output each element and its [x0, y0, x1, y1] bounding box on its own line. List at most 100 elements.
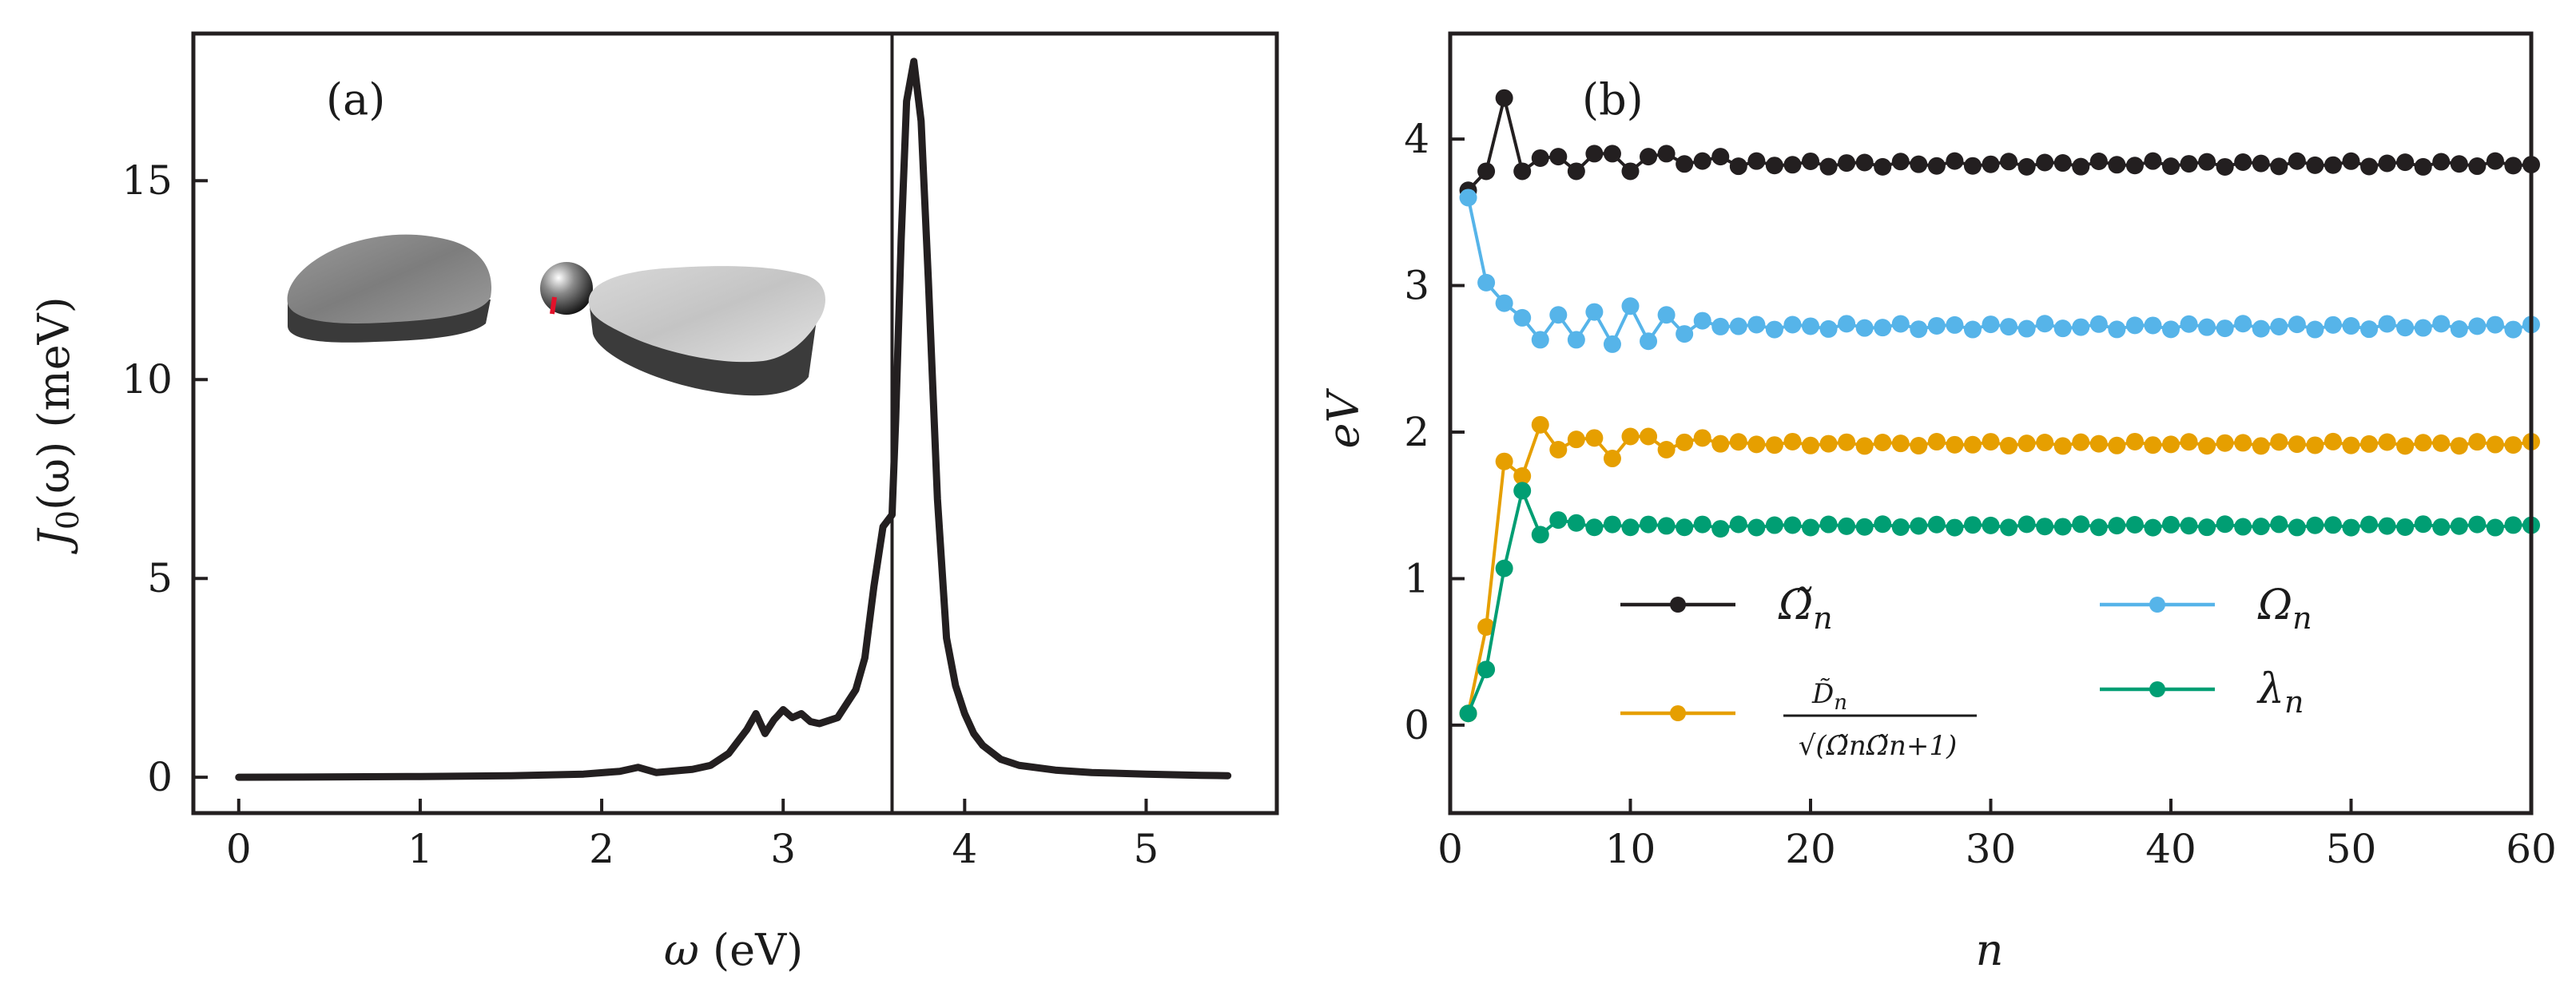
panel-a-xtick-label: 1: [407, 826, 433, 872]
panel-b-ytick-label: 4: [1404, 116, 1429, 162]
data-point-lambda: [2414, 515, 2432, 534]
legend-marker-omega: [2149, 597, 2165, 613]
data-point-omega: [1477, 273, 1496, 292]
legend-label-omega-tilde: Ω̃n: [1778, 581, 1833, 636]
data-point-omega: [1874, 319, 1892, 337]
data-point-omega-tilde: [2486, 152, 2504, 170]
panel-b-ytick-label: 2: [1404, 409, 1429, 455]
data-point-lambda: [2342, 518, 2360, 537]
data-point-omega: [2252, 319, 2270, 338]
panel-b-ticks: 0 10 20 30 40 50 60 0 1 2 3 4: [1404, 31, 2557, 872]
data-point-lambda: [2198, 518, 2216, 537]
panel-a-ytick-label: 5: [147, 555, 173, 601]
data-point-d-ratio: [1891, 434, 1910, 453]
panel-a-xtick-label: 3: [770, 826, 796, 872]
data-point-omega: [1891, 315, 1910, 333]
data-point-omega: [2198, 318, 2216, 336]
legend-entry-d-ratio: D̃n √(Ω̃nΩ̃n+1): [1620, 678, 1977, 762]
data-point-omega-tilde: [2198, 153, 2216, 171]
data-point-omega-tilde: [2036, 153, 2054, 172]
data-point-d-ratio: [1874, 434, 1892, 452]
data-point-omega: [1783, 315, 1802, 334]
panel-a-y-axis-label: J0(ω) (meV): [29, 296, 85, 554]
data-point-lambda: [2288, 518, 2306, 537]
panel-a-axes-frame: [191, 31, 1279, 815]
panel-b-xtick-label: 40: [2145, 826, 2196, 872]
panel-b-xtick-label: 20: [1785, 826, 1836, 872]
data-point-omega: [2089, 315, 2108, 333]
data-point-d-ratio: [1549, 441, 1568, 459]
data-point-lambda: [2504, 516, 2522, 534]
nanoparticle-dimer-inset: [287, 234, 825, 396]
data-point-omega: [2234, 315, 2252, 333]
data-point-lambda: [2468, 515, 2487, 534]
legend-label-lambda: λn: [2256, 665, 2304, 720]
panel-a-ytick-label: 0: [147, 754, 173, 800]
panel-b-xtick-label: 60: [2506, 826, 2557, 872]
data-point-d-ratio: [1765, 436, 1783, 454]
panel-a-plot-area: [235, 34, 1232, 813]
data-point-lambda: [1855, 518, 1874, 536]
data-point-omega-tilde: [1693, 152, 1711, 170]
data-point-d-ratio: [1946, 435, 1964, 454]
panel-b-ytick-label: 1: [1404, 555, 1429, 601]
data-point-lambda: [2486, 518, 2504, 537]
data-point-omega: [1855, 319, 1874, 337]
data-point-omega-tilde: [2450, 155, 2468, 173]
data-point-omega-tilde: [2432, 153, 2451, 171]
data-point-omega: [2000, 318, 2018, 336]
data-point-d-ratio: [1910, 437, 1928, 455]
data-point-omega: [1513, 308, 1532, 327]
data-point-omega: [1495, 294, 1513, 312]
data-point-omega-tilde: [2504, 157, 2522, 175]
panel-b-xtick-label: 10: [1605, 826, 1656, 872]
data-point-lambda: [1946, 518, 1964, 537]
data-point-d-ratio: [1495, 452, 1513, 470]
data-point-omega: [2504, 320, 2522, 339]
data-point-omega-tilde: [1621, 162, 1640, 181]
data-point-lambda: [1838, 517, 1856, 535]
data-point-d-ratio: [2270, 433, 2288, 451]
data-point-lambda: [1585, 518, 1604, 537]
data-point-d-ratio: [1855, 437, 1874, 455]
data-point-omega: [1963, 320, 1982, 339]
data-point-d-ratio: [2216, 434, 2234, 452]
data-point-omega-tilde: [1477, 162, 1496, 181]
data-point-lambda: [1603, 515, 1621, 534]
data-point-omega: [1657, 306, 1676, 324]
data-point-lambda: [1747, 518, 1766, 537]
data-point-d-ratio: [1603, 450, 1621, 468]
data-point-omega: [2288, 315, 2306, 334]
data-point-omega: [1459, 188, 1477, 207]
data-point-omega-tilde: [2180, 155, 2198, 173]
panel-b-label: (b): [1582, 74, 1644, 125]
data-point-omega: [1802, 317, 1819, 335]
data-point-omega: [2162, 320, 2180, 339]
data-point-d-ratio: [1513, 467, 1532, 486]
data-point-lambda: [1459, 704, 1477, 723]
data-point-omega-tilde: [1927, 157, 1946, 175]
data-point-d-ratio: [2378, 433, 2396, 451]
panel-a-ytick-label: 10: [121, 356, 173, 403]
data-point-lambda: [2036, 518, 2054, 536]
data-point-lambda: [1802, 518, 1819, 537]
data-point-d-ratio: [1477, 618, 1496, 637]
data-point-d-ratio: [1963, 435, 1982, 454]
data-point-d-ratio: [1802, 436, 1819, 454]
data-point-omega-tilde: [1819, 157, 1838, 176]
data-point-d-ratio: [1567, 431, 1585, 449]
data-point-lambda: [1567, 514, 1585, 532]
data-point-d-ratio: [2360, 434, 2379, 453]
data-point-lambda: [2144, 518, 2162, 537]
data-point-d-ratio: [2504, 436, 2522, 454]
data-point-omega-tilde: [1549, 148, 1568, 166]
data-point-d-ratio: [2234, 434, 2252, 452]
data-point-lambda: [1549, 511, 1568, 530]
data-point-omega-tilde: [2216, 157, 2234, 176]
data-point-omega: [2396, 319, 2415, 337]
panel-a-ytick-label: 15: [121, 157, 173, 204]
data-point-omega-tilde: [2270, 157, 2288, 176]
data-point-lambda: [2450, 517, 2468, 535]
legend-marker-omega-tilde: [1670, 597, 1686, 613]
